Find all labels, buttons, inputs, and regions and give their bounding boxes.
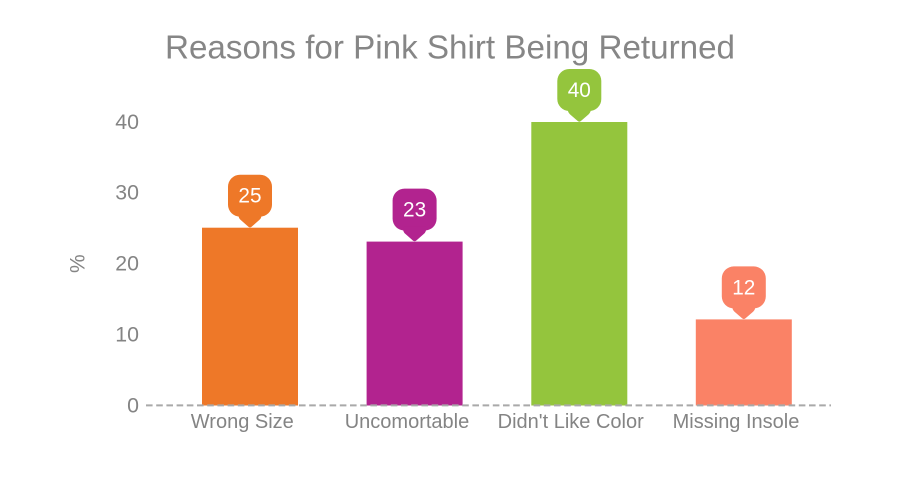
svg-text:0: 0 [127, 393, 139, 417]
svg-text:Wrong Size: Wrong Size [191, 411, 294, 433]
svg-text:%: % [66, 254, 89, 273]
svg-text:Reasons for Pink Shirt Being R: Reasons for Pink Shirt Being Returned [165, 30, 735, 67]
svg-text:12: 12 [732, 276, 755, 299]
svg-text:Uncomortable: Uncomortable [345, 411, 470, 433]
svg-text:40: 40 [115, 110, 139, 134]
svg-text:Didn't Like Color: Didn't Like Color [498, 411, 644, 433]
svg-text:30: 30 [115, 181, 139, 205]
svg-text:20: 20 [115, 252, 139, 276]
svg-text:40: 40 [568, 79, 591, 102]
svg-text:25: 25 [238, 185, 261, 208]
svg-text:23: 23 [403, 199, 426, 222]
svg-text:Missing Insole: Missing Insole [673, 411, 800, 433]
svg-text:10: 10 [115, 323, 139, 347]
